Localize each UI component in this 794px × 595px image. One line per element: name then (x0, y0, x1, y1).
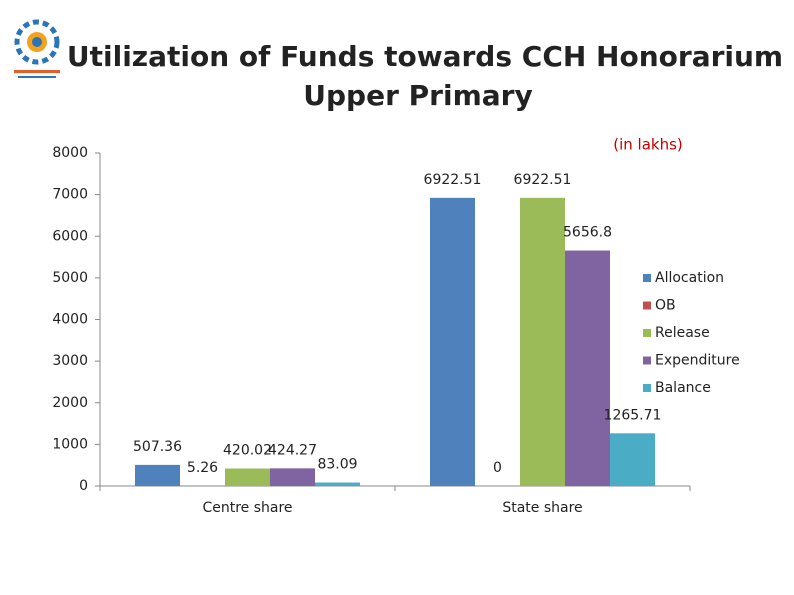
data-label: 5.26 (187, 460, 218, 476)
y-tick-label: 1000 (52, 436, 88, 452)
bar (270, 468, 315, 486)
legend-label: Balance (655, 380, 711, 396)
y-tick-label: 2000 (52, 395, 88, 411)
data-label: 424.27 (268, 442, 317, 458)
legend-label: Allocation (655, 270, 724, 286)
y-tick-label: 4000 (52, 312, 88, 328)
data-label: 1265.71 (604, 407, 662, 423)
data-label: 6922.51 (424, 172, 482, 188)
legend-swatch (643, 329, 651, 337)
data-label: 5656.8 (563, 225, 612, 241)
bar (430, 197, 475, 486)
legend-swatch (643, 384, 651, 392)
data-label: 83.09 (317, 457, 357, 473)
legend-swatch (643, 356, 651, 365)
bar (225, 468, 270, 486)
bar (520, 197, 565, 486)
legend-swatch (643, 301, 651, 310)
y-tick-label: 8000 (52, 145, 88, 161)
legend-swatch (643, 274, 651, 282)
bar (135, 464, 180, 486)
legend-label: Expenditure (655, 353, 740, 369)
data-label: 0 (493, 460, 502, 476)
legend-label: OB (655, 298, 676, 314)
bar (565, 250, 610, 486)
unit-note: (in lakhs) (613, 136, 683, 154)
bar (610, 433, 655, 486)
y-tick-label: 0 (79, 478, 88, 494)
chart-subtitle: Upper Primary (303, 79, 532, 112)
y-tick-label: 5000 (52, 270, 88, 286)
legend-label: Release (655, 325, 710, 341)
bar (315, 482, 360, 486)
y-tick-label: 7000 (52, 187, 88, 203)
chart-title: Utilization of Funds towards CCH Honorar… (67, 40, 783, 73)
data-label: 507.36 (133, 439, 182, 455)
y-tick-label: 6000 (52, 228, 88, 244)
y-tick-label: 3000 (52, 353, 88, 369)
logo (14, 19, 60, 78)
data-label: 420.02 (223, 443, 272, 459)
x-tick-label: State share (502, 500, 582, 516)
x-tick-label: Centre share (202, 500, 292, 516)
data-label: 6922.51 (514, 172, 572, 188)
